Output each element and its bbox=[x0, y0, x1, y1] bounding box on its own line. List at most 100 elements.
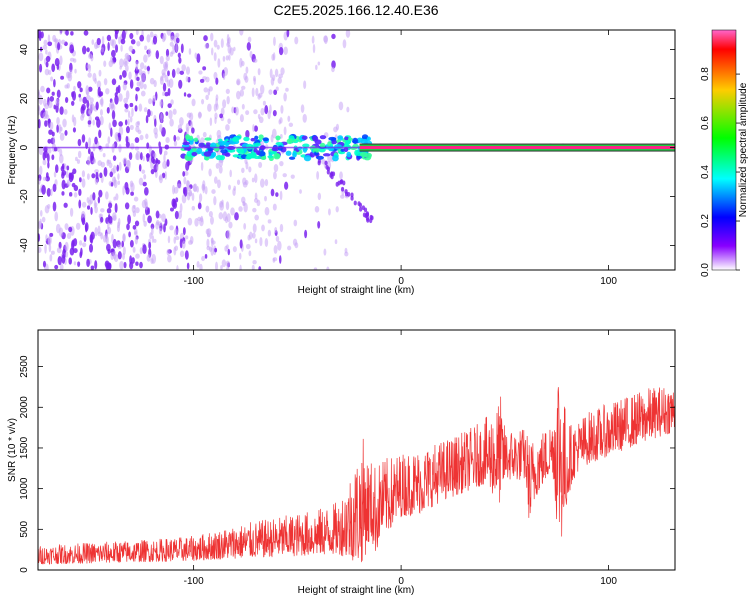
spectrogram-blob bbox=[167, 70, 170, 77]
spectrogram-blob bbox=[65, 30, 69, 36]
spectrogram-blob bbox=[53, 78, 56, 88]
spectrogram-hotspot bbox=[258, 134, 264, 140]
spectrogram-blob bbox=[124, 103, 127, 108]
spectrogram-blob bbox=[42, 159, 47, 166]
spectrogram-hotspot bbox=[328, 136, 337, 141]
spectrogram-blob bbox=[44, 68, 50, 76]
spectrogram-blob bbox=[134, 68, 140, 74]
spectrogram-blob bbox=[122, 252, 125, 260]
spectrogram-blob bbox=[274, 68, 279, 78]
spectrogram-blob bbox=[197, 202, 202, 210]
spectrogram-blob bbox=[86, 47, 90, 53]
spectrogram-blob bbox=[68, 257, 73, 265]
spectrogram-blob bbox=[79, 96, 82, 102]
spectrogram-blob bbox=[275, 235, 280, 242]
spectrogram-blob bbox=[134, 137, 140, 143]
spectrogram-blob bbox=[262, 100, 266, 106]
spectrogram-blob bbox=[141, 169, 146, 174]
spectrogram-blob bbox=[150, 156, 155, 164]
spectrogram-blob bbox=[171, 68, 176, 78]
spectrogram-hotspot bbox=[193, 137, 199, 142]
spectrogram-blob bbox=[129, 102, 134, 108]
spectrogram-hotspot bbox=[275, 135, 281, 141]
spectrogram-blob bbox=[142, 155, 145, 162]
spectrogram-blob bbox=[66, 179, 71, 187]
spectrogram-blob bbox=[254, 173, 258, 184]
spectrogram-blob bbox=[86, 258, 90, 268]
spectrogram-blob bbox=[124, 108, 129, 113]
spectrogram-blob bbox=[162, 61, 168, 70]
spectrogram-blob bbox=[125, 90, 130, 100]
spectrogram-blob bbox=[166, 79, 171, 87]
spectrogram-blob bbox=[47, 147, 52, 154]
spectrogram-blob bbox=[317, 160, 321, 166]
spectrogram-blob bbox=[357, 201, 361, 207]
spectrogram-blob bbox=[178, 79, 183, 89]
spectrogram-blob bbox=[47, 118, 51, 124]
spectrogram-blob bbox=[56, 116, 60, 125]
spectrogram-blob bbox=[264, 195, 267, 202]
spectrogram-blob bbox=[69, 207, 74, 217]
spectrogram-blob bbox=[127, 110, 131, 119]
spectrogram-blob bbox=[221, 199, 224, 205]
spectrogram-blob bbox=[185, 235, 189, 240]
spectrogram-blob bbox=[129, 32, 134, 40]
spectrogram-blob bbox=[39, 218, 43, 229]
spectrogram-blob bbox=[133, 204, 136, 209]
spectrogram-blob bbox=[38, 233, 41, 242]
spectrogram-hotspot bbox=[273, 153, 281, 160]
spectrogram-blob bbox=[53, 38, 59, 43]
y-tick-label: 20 bbox=[19, 93, 30, 105]
spectrogram-blob bbox=[199, 263, 203, 270]
spectrogram-blob bbox=[138, 177, 144, 186]
spectrogram-hotspot bbox=[312, 135, 319, 142]
spectrogram-hotspot bbox=[270, 151, 277, 155]
spectrogram-blob bbox=[124, 202, 130, 210]
spectrogram-blob bbox=[176, 183, 182, 189]
spectrogram-blob bbox=[254, 214, 259, 221]
spectrogram-blob bbox=[205, 76, 210, 83]
spectrogram-hotspot bbox=[352, 137, 359, 144]
spectrogram-blob bbox=[277, 77, 282, 84]
spectrogram-blob bbox=[39, 165, 43, 176]
spectrogram-blob bbox=[226, 229, 231, 240]
spectrogram-blob bbox=[100, 232, 104, 240]
spectrogram-blob bbox=[42, 151, 46, 161]
spectrogram-blob bbox=[225, 260, 231, 268]
spectrogram-blob bbox=[244, 158, 248, 165]
spectrogram-blob bbox=[219, 113, 224, 119]
spectrogram-blob bbox=[174, 210, 179, 220]
spectrogram-blob bbox=[202, 66, 207, 71]
spectrogram-blob bbox=[135, 261, 139, 266]
spectrogram-blob bbox=[175, 37, 180, 44]
spectrogram-blob bbox=[176, 264, 179, 270]
spectrogram-blob bbox=[147, 48, 152, 57]
spectrogram-blob bbox=[269, 68, 273, 79]
spectrogram-blob bbox=[51, 154, 55, 161]
spectrogram-blob bbox=[47, 100, 53, 109]
spectrogram-blob bbox=[144, 65, 147, 71]
spectrogram-blob bbox=[58, 241, 62, 249]
spectrogram-blob bbox=[350, 195, 354, 201]
spectrogram-blob bbox=[60, 75, 65, 80]
spectrogram-blob bbox=[303, 80, 307, 90]
spectrogram-blob bbox=[61, 172, 65, 179]
spectrogram-blob bbox=[119, 58, 124, 68]
spectrogram-blob bbox=[179, 70, 185, 75]
spectrogram-blob bbox=[134, 231, 138, 236]
spectrogram-hotspot bbox=[288, 156, 296, 160]
spectrogram-blob bbox=[257, 93, 261, 100]
spectrogram-blob bbox=[90, 207, 93, 215]
spectrogram-blob bbox=[122, 233, 126, 242]
spectrogram-blob bbox=[122, 82, 127, 91]
spectrogram-blob bbox=[148, 145, 152, 155]
spectrogram-frame bbox=[37, 29, 676, 271]
spectrogram-blob bbox=[167, 103, 172, 109]
spectrogram-blob bbox=[86, 99, 90, 109]
spectrogram-blob bbox=[38, 106, 41, 116]
spectrogram-blob bbox=[232, 246, 237, 253]
spectrogram-blob bbox=[169, 207, 174, 212]
spectrogram-blob bbox=[186, 112, 192, 118]
spectrogram-blob bbox=[228, 54, 231, 61]
spectrogram-blob bbox=[226, 213, 231, 223]
